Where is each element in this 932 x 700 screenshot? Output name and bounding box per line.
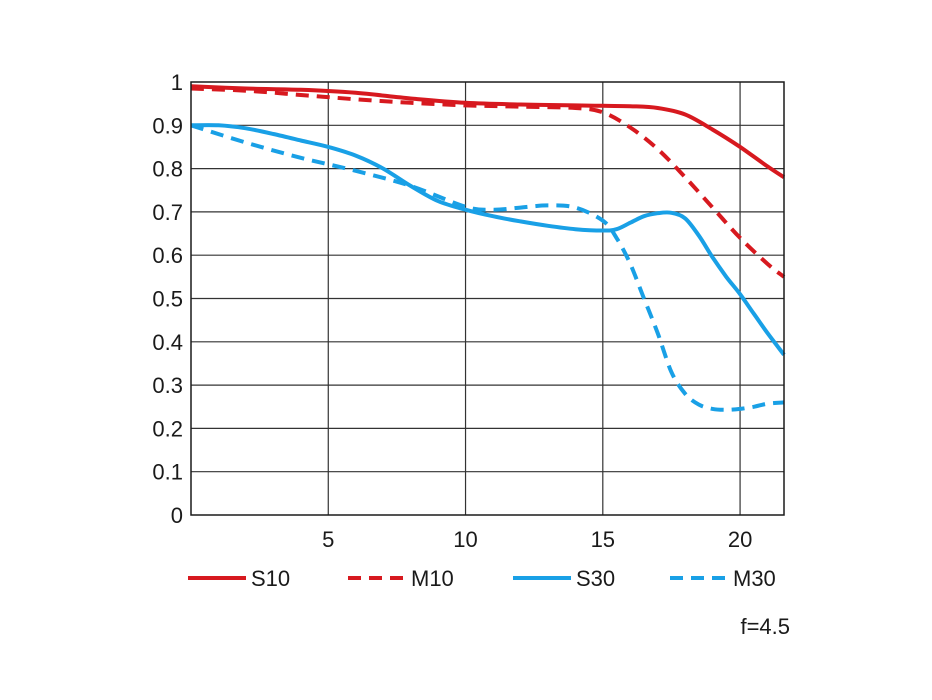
x-tick-label: 5 bbox=[322, 527, 334, 552]
legend-label-s30: S30 bbox=[576, 566, 615, 591]
series-line-m10 bbox=[190, 86, 786, 279]
series-line-m30 bbox=[190, 123, 785, 412]
y-tick-label: 0.6 bbox=[152, 243, 183, 268]
legend-label-m10: M10 bbox=[411, 566, 454, 591]
legend-label-m30: M30 bbox=[733, 566, 776, 591]
y-tick-label: 0.1 bbox=[152, 460, 183, 485]
y-tick-label: 0.3 bbox=[152, 373, 183, 398]
y-tick-label: 0.2 bbox=[152, 416, 183, 441]
series-line-s30 bbox=[190, 123, 786, 357]
y-tick-label: 0.8 bbox=[152, 157, 183, 182]
aperture-note: f=4.5 bbox=[740, 614, 790, 639]
y-tick-label: 0.7 bbox=[152, 200, 183, 225]
grid bbox=[191, 82, 784, 515]
series-line-s10 bbox=[190, 84, 786, 179]
y-tick-label: 1 bbox=[171, 70, 183, 95]
x-axis-labels: 5 10 15 20 bbox=[322, 527, 752, 552]
y-tick-label: 0.9 bbox=[152, 113, 183, 138]
legend-label-s10: S10 bbox=[251, 566, 290, 591]
plot-frame bbox=[190, 81, 785, 516]
y-axis-labels: 0 0.1 0.2 0.3 0.4 0.5 0.6 0.7 0.8 0.9 1 bbox=[152, 70, 183, 528]
legend: S10 M10 S30 M30 bbox=[188, 566, 776, 591]
x-tick-label: 10 bbox=[453, 527, 477, 552]
y-tick-label: 0.5 bbox=[152, 287, 183, 312]
y-tick-label: 0 bbox=[171, 503, 183, 528]
x-tick-label: 20 bbox=[728, 527, 752, 552]
x-tick-label: 15 bbox=[591, 527, 615, 552]
series-lines bbox=[190, 84, 786, 412]
y-tick-label: 0.4 bbox=[152, 330, 183, 355]
